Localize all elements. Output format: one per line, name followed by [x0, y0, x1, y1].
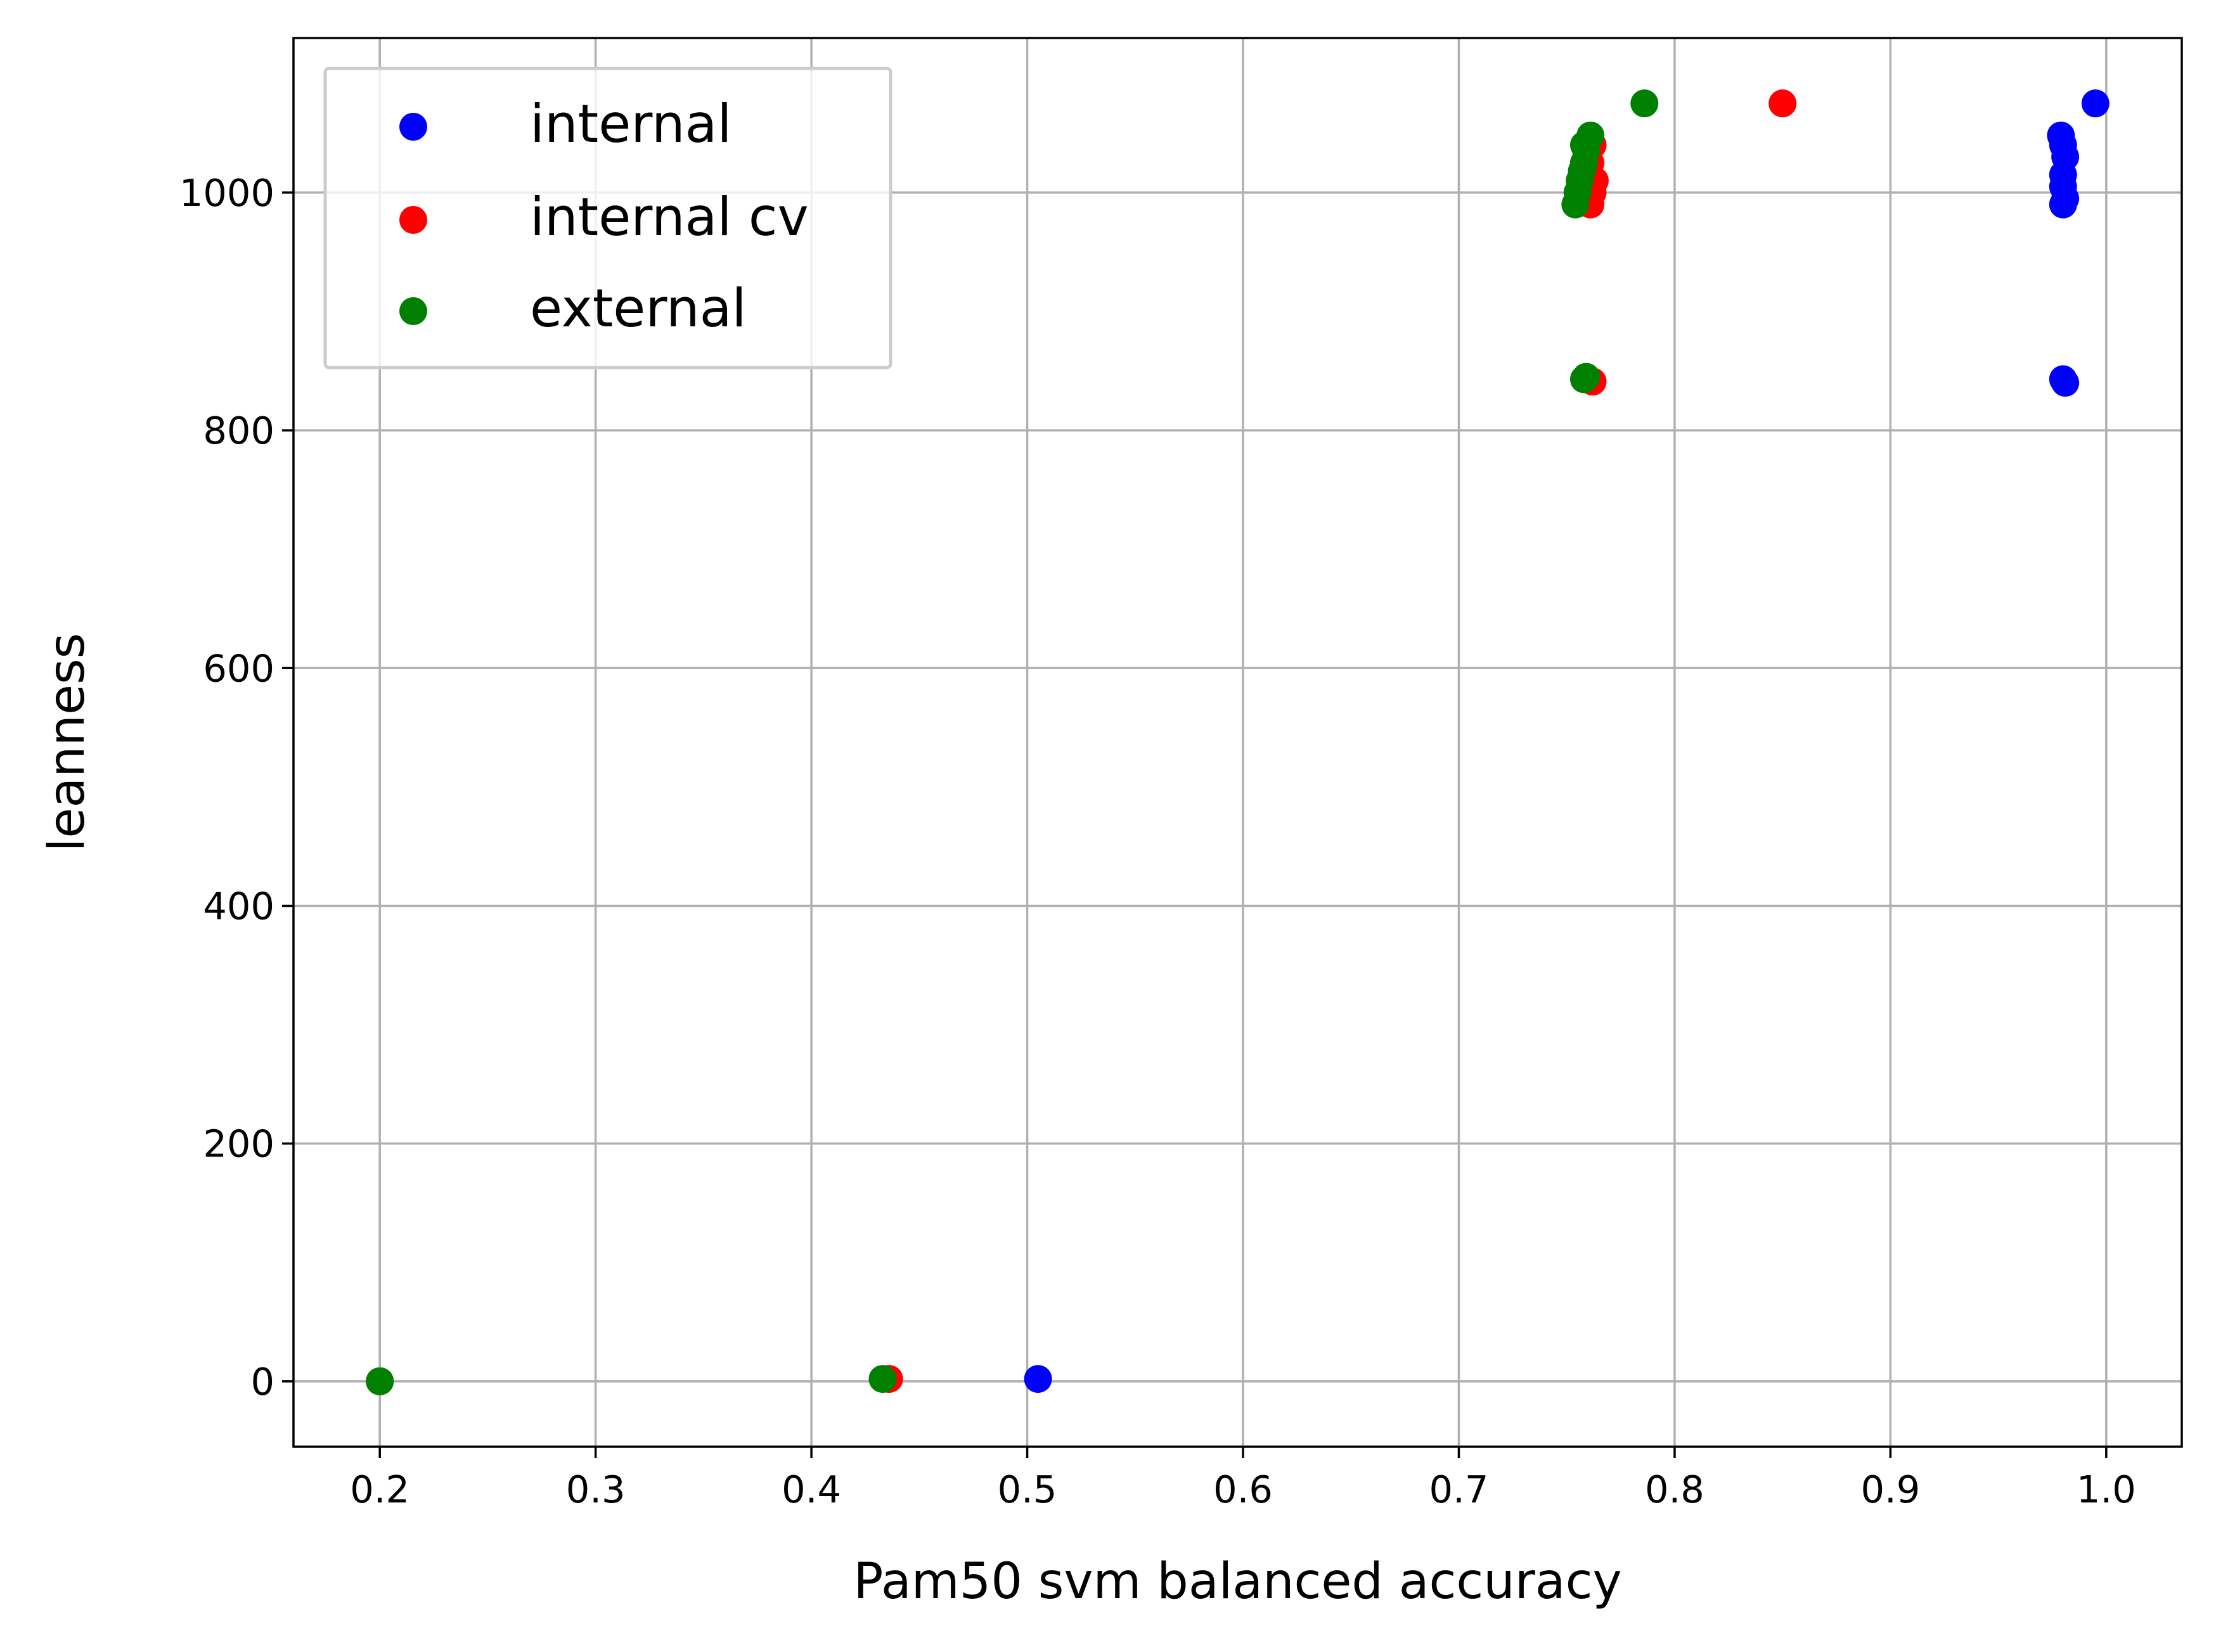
y-tick-label: 1000 — [179, 171, 274, 215]
x-tick-label: 0.2 — [350, 1468, 409, 1511]
point-external — [1572, 362, 1601, 391]
x-tick-label: 0.8 — [1645, 1468, 1704, 1511]
x-tick-label: 0.7 — [1429, 1468, 1489, 1511]
point-external — [868, 1365, 897, 1393]
legend: internal internal cv external — [323, 67, 892, 369]
legend-marker-internal-cv — [399, 206, 427, 234]
x-tick-label: 0.5 — [998, 1468, 1057, 1511]
data-points — [366, 89, 2110, 1395]
x-tick-label: 0.3 — [566, 1468, 626, 1511]
x-tick-label: 0.4 — [782, 1468, 841, 1511]
legend-label-external: external — [530, 278, 747, 339]
x-tick-label: 1.0 — [2077, 1468, 2136, 1511]
point-internal-cv — [1768, 89, 1797, 118]
axis-ticks: 0.2 0.3 0.4 0.5 0.6 0.7 0.8 0.9 1.0 0 200 400 600 800… — [179, 171, 2136, 1511]
legend-label-internal: internal — [530, 93, 731, 155]
y-tick-label: 600 — [203, 646, 274, 690]
point-external — [1576, 121, 1605, 150]
point-internal — [1024, 1365, 1052, 1393]
legend-marker-internal — [399, 113, 427, 141]
y-tick-label: 400 — [203, 884, 274, 928]
point-internal — [2081, 89, 2110, 118]
y-tick-label: 0 — [250, 1360, 274, 1404]
y-tick-label: 800 — [203, 409, 274, 452]
point-internal — [2049, 190, 2077, 219]
point-external — [366, 1367, 394, 1395]
legend-box — [323, 67, 892, 369]
legend-label-internal-cv: internal cv — [530, 186, 809, 248]
x-axis-label: Pam50 svm balanced accuracy — [853, 1553, 1621, 1610]
y-tick-label: 200 — [203, 1122, 274, 1166]
x-tick-label: 0.6 — [1213, 1468, 1273, 1511]
y-axis-label: leanness — [39, 633, 96, 852]
point-internal — [2051, 369, 2080, 397]
legend-marker-external — [399, 297, 427, 325]
point-external — [1630, 89, 1659, 118]
plot-frame — [292, 37, 2183, 1448]
x-tick-label: 0.9 — [1860, 1468, 1920, 1511]
